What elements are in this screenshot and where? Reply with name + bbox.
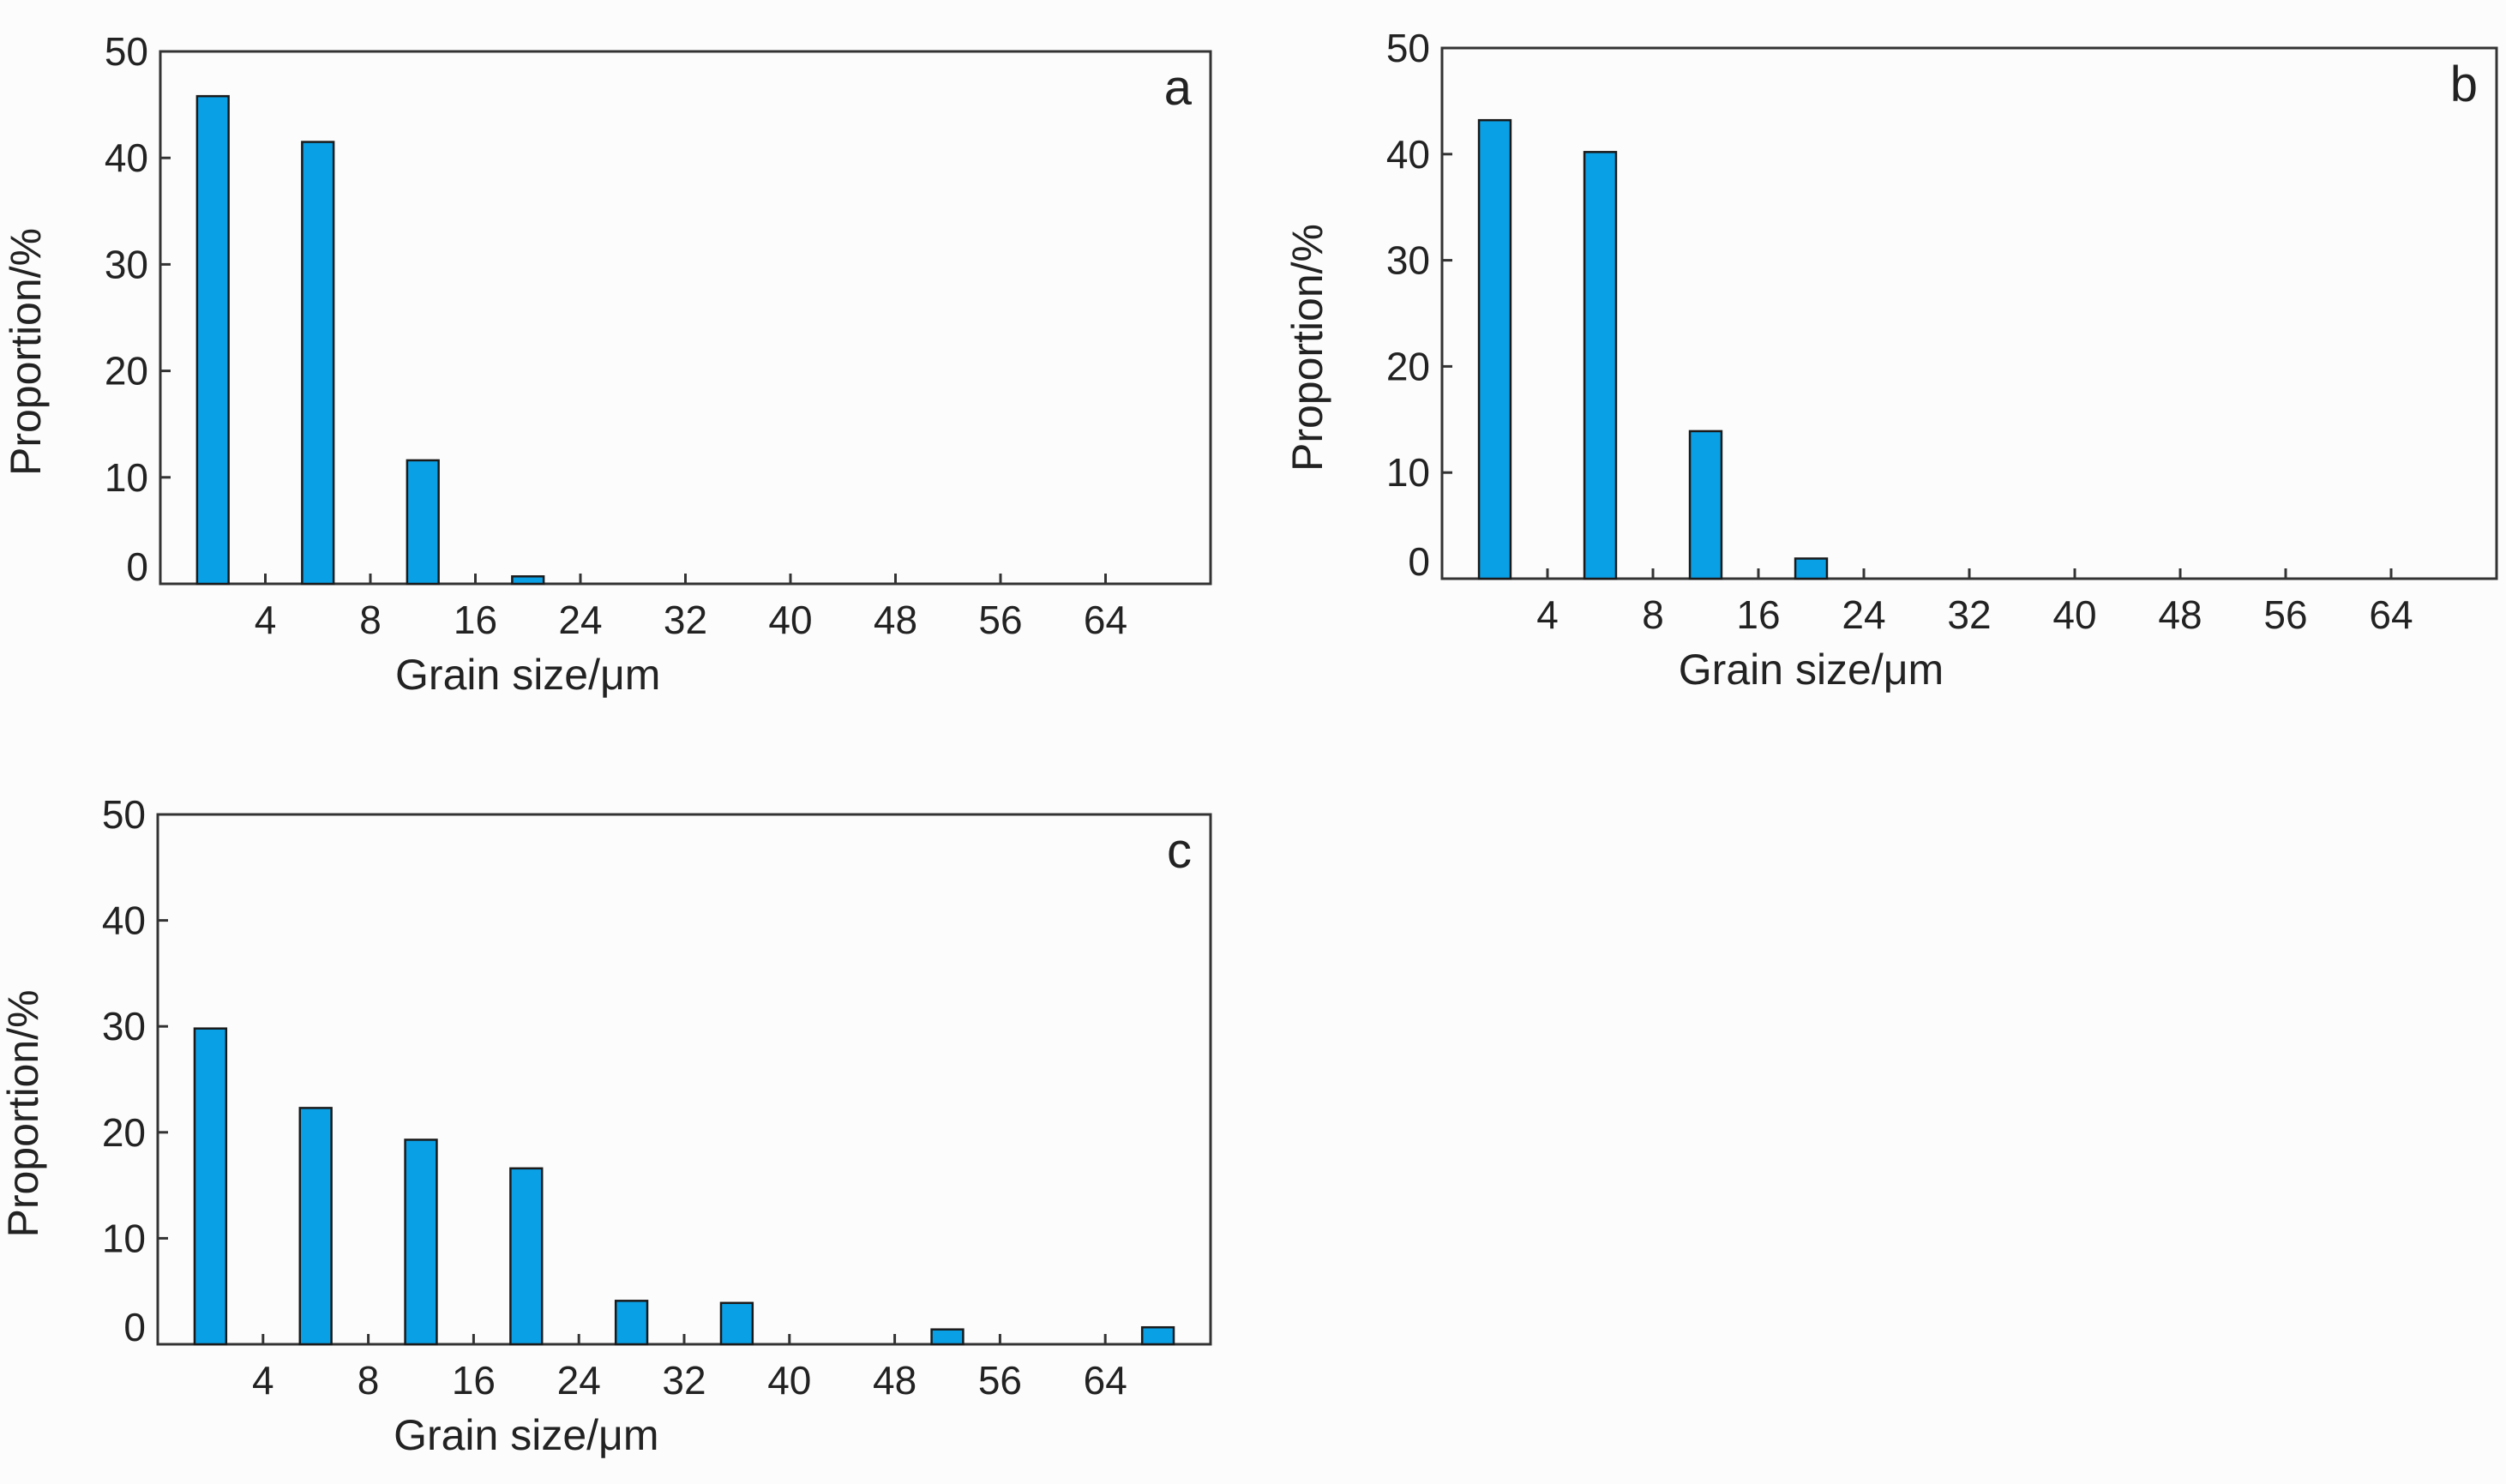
x-tick-label: 40 [2052,592,2096,637]
x-tick-label: 24 [1842,592,1885,637]
x-tick-label: 56 [2263,592,2307,637]
panel-label: b [2450,57,2478,112]
bar-8-16 [406,459,440,586]
x-tick-label: 40 [768,598,812,642]
x-tick-label: 48 [874,598,917,642]
x-tick-label: 16 [452,1358,496,1403]
y-tick-label: 10 [102,1216,146,1260]
bar->64 [1140,1325,1175,1346]
y-axis-label: Proportion/% [1283,224,1331,472]
x-tick-label: 40 [767,1358,811,1403]
y-tick-label: 20 [102,1110,146,1155]
x-tick-label: 32 [664,598,707,642]
bar-<4 [193,1027,228,1346]
y-axis-label: Proportion/% [2,228,50,476]
bar-8-16 [1688,430,1723,580]
x-tick-label: 4 [252,1358,274,1403]
x-tick-label: 64 [1084,598,1127,642]
x-axis-label: Grain size/μm [1679,646,1944,694]
y-tick-label: 0 [123,1305,146,1349]
x-tick-label: 4 [1536,592,1559,637]
x-tick-label: 16 [1736,592,1780,637]
x-tick-label: 32 [662,1358,706,1403]
bar-32-40 [719,1301,754,1346]
y-axis-label: Proportion/% [0,989,47,1237]
x-tick-label: 32 [1947,592,1991,637]
y-tick-label: 20 [105,349,148,394]
bar-16-24 [511,575,545,586]
y-tick-label: 40 [1386,132,1430,177]
x-tick-label: 16 [454,598,497,642]
y-tick-label: 40 [105,135,148,180]
bar-16-24 [509,1167,544,1346]
x-axis-label: Grain size/μm [395,651,660,699]
y-tick-label: 40 [102,898,146,943]
bar-4-8 [301,141,335,586]
x-tick-label: 24 [558,598,602,642]
bar-16-24 [1794,557,1829,580]
panel-label: a [1164,60,1193,116]
y-tick-label: 10 [1386,450,1430,495]
bar-4-8 [1583,151,1618,580]
x-axis-label: Grain size/μm [394,1411,658,1459]
x-tick-label: 56 [978,1358,1022,1403]
bar-<4 [195,94,230,586]
y-tick-label: 0 [1408,539,1430,584]
y-tick-label: 30 [102,1004,146,1048]
y-tick-label: 30 [105,242,148,286]
bar-24-32 [614,1300,649,1346]
x-tick-label: 48 [873,1358,916,1403]
x-tick-label: 8 [1642,592,1664,637]
y-tick-label: 0 [126,544,148,589]
y-tick-label: 50 [105,29,148,74]
y-tick-label: 50 [1386,26,1430,70]
y-tick-label: 30 [1386,238,1430,283]
y-tick-label: 20 [1386,344,1430,388]
x-tick-label: 8 [359,598,382,642]
x-tick-label: 48 [2158,592,2202,637]
x-tick-label: 24 [557,1358,601,1403]
bar-48-56 [930,1328,965,1346]
x-tick-label: 64 [2369,592,2413,637]
panel-label: c [1167,823,1192,879]
y-tick-label: 10 [105,455,148,500]
bar-4-8 [298,1107,333,1346]
x-tick-label: 8 [358,1358,380,1403]
x-tick-label: 64 [1084,1358,1127,1403]
bar-8-16 [404,1139,438,1346]
y-tick-label: 50 [102,792,146,837]
x-tick-label: 56 [978,598,1022,642]
bar-<4 [1477,118,1512,580]
x-tick-label: 4 [255,598,277,642]
